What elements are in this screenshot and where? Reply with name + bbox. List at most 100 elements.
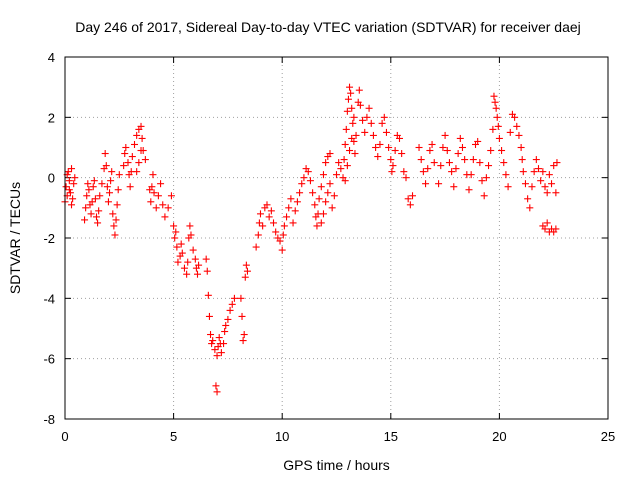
data-point [241, 273, 249, 281]
data-point [482, 174, 490, 182]
data-point [103, 183, 111, 191]
data-point [388, 168, 396, 176]
data-point [552, 189, 560, 197]
axis-ticks: 0 5 10 15 20 25 -8 -6 -4 -2 0 2 4 [43, 50, 615, 444]
data-point [115, 171, 123, 179]
data-point [502, 171, 510, 179]
data-point [480, 192, 488, 200]
data-point [85, 186, 93, 194]
data-point [81, 216, 89, 224]
data-point [137, 147, 145, 155]
data-point [304, 168, 312, 176]
data-point [452, 165, 460, 173]
data-point [230, 294, 238, 302]
data-point [337, 165, 345, 173]
data-point [270, 219, 278, 227]
data-point [203, 267, 211, 275]
data-point [474, 137, 482, 145]
data-point [552, 225, 560, 233]
data-point [406, 201, 414, 209]
data-point [272, 228, 280, 236]
data-point [170, 222, 178, 230]
data-point [487, 147, 495, 155]
data-point [389, 162, 397, 170]
data-point [69, 195, 77, 203]
chart-title: Day 246 of 2017, Sidereal Day-to-day VTE… [75, 19, 581, 35]
data-point [120, 162, 128, 170]
data-point [489, 125, 497, 133]
x-tick-label: 5 [170, 429, 177, 444]
data-point [372, 144, 380, 151]
data-points [61, 83, 561, 396]
data-point [71, 174, 79, 182]
data-point [448, 168, 456, 176]
data-point [326, 180, 334, 188]
data-point [279, 231, 287, 239]
data-point [326, 150, 334, 158]
data-point [107, 177, 115, 185]
data-point [161, 213, 169, 221]
data-point [492, 104, 500, 112]
data-point [62, 183, 70, 191]
data-point [204, 291, 212, 299]
data-point [64, 168, 72, 176]
data-point [543, 189, 551, 197]
data-point [121, 150, 129, 158]
data-point [530, 168, 538, 176]
data-point [437, 162, 445, 170]
data-point [376, 140, 384, 148]
x-tick-label: 20 [492, 429, 506, 444]
data-point [111, 231, 119, 239]
data-point [541, 225, 549, 233]
data-point [491, 98, 499, 106]
data-point [548, 180, 556, 188]
data-point [417, 156, 425, 164]
data-point [187, 231, 195, 239]
data-point [328, 204, 336, 212]
data-point [428, 140, 436, 148]
data-point [330, 192, 338, 200]
data-point [226, 306, 234, 314]
data-point [395, 134, 403, 142]
data-point [68, 201, 76, 209]
data-point [228, 300, 236, 308]
data-point [141, 156, 149, 164]
data-point [87, 210, 95, 218]
data-point [342, 125, 350, 133]
data-point [92, 213, 100, 221]
data-point [346, 83, 354, 91]
data-point [183, 270, 191, 278]
data-point [352, 131, 360, 139]
data-point [511, 113, 519, 121]
data-point [240, 331, 248, 339]
data-point [154, 192, 162, 200]
data-point [213, 388, 221, 396]
data-point [506, 128, 514, 136]
data-point [280, 222, 288, 230]
data-point [220, 340, 228, 348]
data-point [209, 337, 217, 345]
data-point [133, 168, 141, 176]
data-point [239, 337, 247, 345]
x-tick-label: 15 [384, 429, 398, 444]
data-point [550, 162, 558, 170]
data-point [65, 177, 73, 185]
data-point [177, 240, 185, 248]
data-point [553, 159, 561, 167]
x-tick-label: 10 [275, 429, 289, 444]
data-point [400, 168, 408, 176]
data-point [102, 162, 110, 170]
data-point [172, 228, 180, 236]
data-point [215, 334, 223, 342]
data-point [335, 159, 343, 167]
data-point [343, 107, 351, 115]
data-point [419, 168, 427, 176]
data-point [94, 219, 102, 227]
data-point [398, 150, 406, 158]
data-point [68, 165, 76, 173]
data-point [347, 89, 355, 97]
data-point [101, 150, 109, 158]
data-point [114, 186, 122, 194]
data-point [485, 162, 493, 170]
data-point [363, 113, 371, 121]
